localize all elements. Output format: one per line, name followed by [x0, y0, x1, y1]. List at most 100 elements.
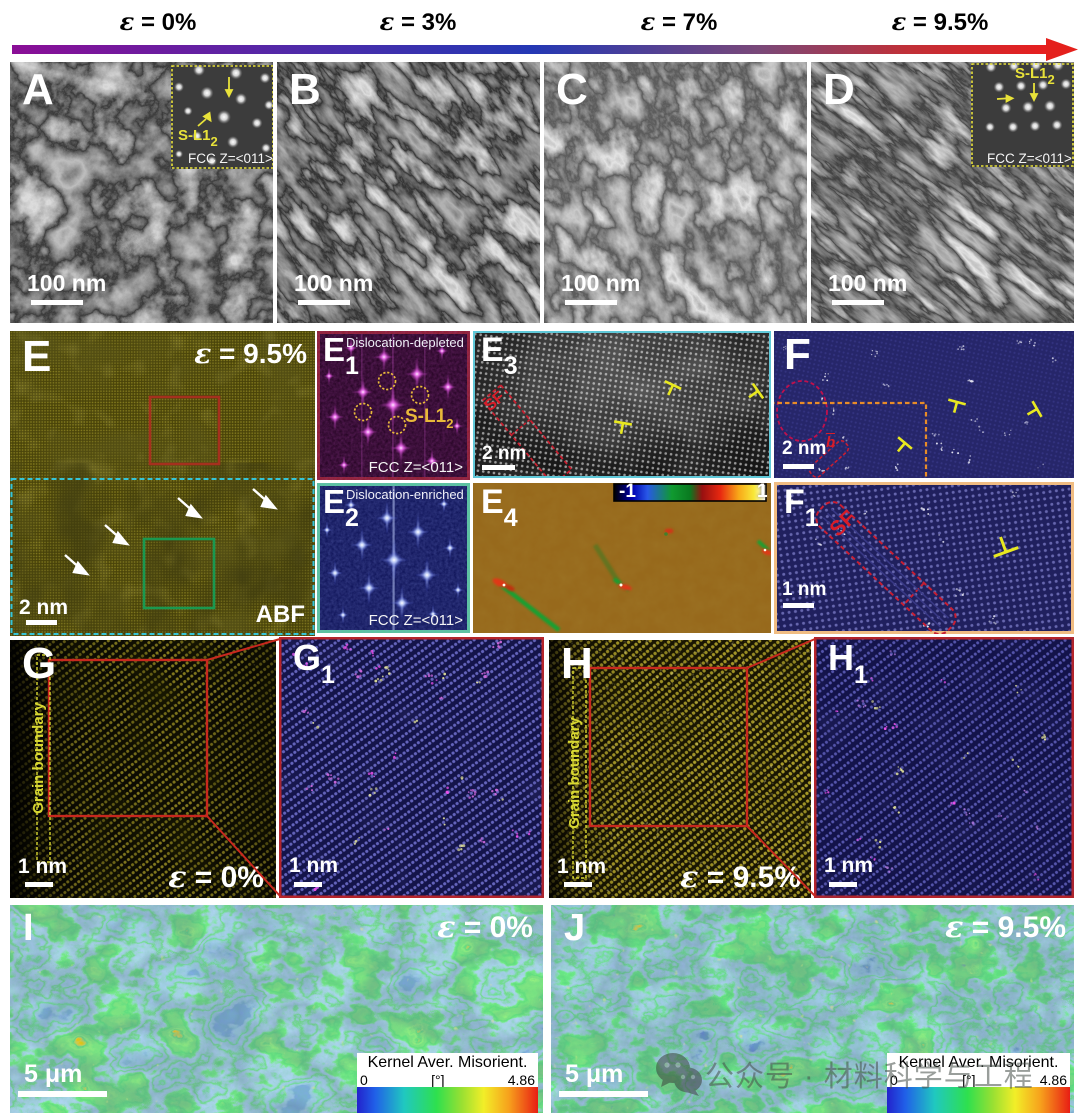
panel-h-letter: H: [561, 642, 593, 686]
watermark-text: 公众号 · 材料科学与工程: [705, 1061, 1034, 1093]
strain-label-0: ε = 0%: [120, 7, 197, 37]
panels-c-letter-text: C: [556, 65, 588, 114]
panel-g: Grain boundary G 1 nm ε = 0%: [10, 640, 276, 898]
panels-e1-zone-text: FCC Z=<011>: [368, 459, 463, 476]
panel-h-scalebar: [564, 882, 592, 887]
colorbar-max: 4.86: [1039, 1072, 1067, 1088]
panels-d-inset-phase-text: S-L1: [1015, 65, 1048, 82]
panel-e1-zone-label: FCC Z=<011>: [369, 459, 463, 476]
panel-c: C 100 nm: [544, 62, 807, 323]
strain-label-1: ε = 3%: [380, 7, 457, 37]
panel-g1-scalebar-label: 1 nm: [289, 855, 338, 876]
watermark-logo-icon: [656, 1053, 702, 1096]
panel-e1-letter: E1: [323, 333, 359, 379]
panel-f1-scalebar-label: 1 nm: [782, 580, 826, 599]
panels-i-strain-text: ε = 0%: [437, 910, 533, 945]
colorbar-title: Kernel Aver. Misorient.: [367, 1054, 528, 1071]
colorbar-unit: [°]: [431, 1072, 445, 1088]
panel-c-scalebar-label: 100 nm: [561, 272, 640, 295]
colorbar-gradient: [887, 1087, 1070, 1113]
panel-h: Grain boundary H 1 nm ε = 9.5%: [549, 640, 811, 898]
panel-f-scalebar-label: 2 nm: [782, 439, 826, 458]
abf-region-outline: [10, 478, 315, 635]
superlattice-circles: [353, 371, 430, 435]
header-strain-labels-0-text: ε = 0%: [119, 7, 197, 36]
roi-ellipse: [776, 380, 828, 442]
panels-c-scale-bar-text: 100 nm: [561, 270, 641, 296]
panels-e2-title-text: Dislocation-enriched: [346, 487, 464, 502]
panel-g-letter: G: [22, 642, 56, 686]
panels-e1-sub-text: 1: [345, 352, 359, 380]
panel-f-burgers-label: b: [826, 433, 836, 451]
panel-i: I ε = 0% 5 μm Kernel Aver. Misorient. 0 …: [10, 905, 543, 1113]
panels-j-strain-text: ε = 9.5%: [945, 910, 1066, 945]
panel-e2-letter: E2: [323, 485, 359, 531]
panel-b-letter: B: [289, 68, 321, 112]
panels-j-letter-text: J: [564, 907, 586, 949]
panel-g1-scalebar: [294, 882, 322, 887]
panel-e1: E1 Dislocation-depleted S-L12 FCC Z=<011…: [317, 331, 470, 480]
panel-e4-letter: E4: [481, 485, 518, 531]
panel-c-letter: C: [556, 68, 588, 112]
colorbar-unit: [°]: [962, 1072, 976, 1088]
panel-f-letter: F: [784, 333, 811, 377]
panels-a-inset-zone-text: FCC Z=<011>: [188, 151, 273, 166]
colorbar-min: 0: [890, 1072, 898, 1088]
grain-boundary-box: [36, 654, 51, 863]
panels-f1-letter-text: F: [784, 483, 805, 521]
header-strain-labels-2-text: ε = 7%: [640, 7, 718, 36]
dislocation-symbols: [613, 380, 765, 435]
inset-phase-label: S-L12: [178, 127, 218, 149]
panels-a-inset-phase-sub-text: 2: [210, 134, 218, 149]
panel-h1: H1 1 nm: [814, 637, 1074, 898]
panels-f-letter-text: F: [784, 331, 811, 379]
panel-h1-scalebar: [829, 882, 857, 887]
panel-d-letter: D: [823, 68, 855, 112]
panels-e4-colorbar-max-text: 1: [757, 483, 768, 502]
zoom-box-red: [588, 666, 749, 828]
panel-h-scalebar-label: 1 nm: [557, 856, 606, 877]
panel-g-scalebar: [25, 882, 53, 887]
panel-h1-letter: H1: [828, 640, 868, 688]
panels-e4-colorbar-min-text: -1: [619, 483, 636, 502]
panel-f-scalebar: [783, 464, 814, 469]
bright-clusters: [782, 338, 1057, 472]
watermark: 公众号 · 材料科学与工程: [653, 1051, 1034, 1097]
panel-c-scalebar: [565, 300, 617, 305]
panel-a-scalebar: [31, 300, 83, 305]
bright-clusters: [789, 491, 1017, 628]
colorbar-max: 4.86: [507, 1072, 535, 1088]
panel-i-scalebar: [18, 1091, 107, 1097]
panel-e1-phase-label: S-L12: [405, 406, 453, 431]
panels-h1-sub-text: 1: [854, 661, 868, 689]
panel-e: E ε = 9.5% 2 nm ABF: [10, 331, 315, 636]
panel-d-scalebar: [832, 300, 884, 305]
burgers-box: [808, 440, 850, 478]
panel-j-scalebar-label: 5 μm: [565, 1062, 623, 1087]
panels-g1-scale-bar-text: 1 nm: [289, 854, 339, 877]
inset-arrows: [197, 77, 234, 127]
panel-e-letter: E: [22, 335, 51, 379]
panels-e2-zone-text: FCC Z=<011>: [368, 612, 463, 629]
panel-d: S-L12 FCC Z=<011> D 100 nm: [811, 62, 1074, 323]
panel-e4: E4 -1 1: [473, 483, 771, 633]
roi-box-red: [148, 395, 221, 466]
roi-box-green: [142, 537, 216, 610]
panel-e3-scalebar-label: 2 nm: [482, 444, 526, 463]
colorbar-title: Kernel Aver. Misorient.: [898, 1054, 1059, 1071]
panels-b-letter-text: B: [289, 65, 321, 114]
panels-d-letter-text: D: [823, 65, 855, 114]
panels-e2-letter-text: E: [323, 483, 346, 520]
panels-b-scale-bar-text: 100 nm: [294, 270, 374, 296]
panels-g1-letter-text: G: [293, 637, 322, 678]
panel-e-scalebar-label: 2 nm: [19, 597, 68, 618]
panel-b: B 100 nm: [277, 62, 540, 323]
inset-arrows: [996, 83, 1039, 104]
panel-g-boundary-label: Grain boundary: [30, 702, 47, 814]
panel-a-scalebar-label: 100 nm: [27, 272, 106, 295]
panels-h-strain-text: ε = 9.5%: [680, 860, 801, 895]
panel-e-scalebar: [26, 620, 57, 625]
grain-boundary-box: [572, 667, 587, 879]
panel-d-scalebar-label: 100 nm: [828, 272, 907, 295]
inset-phase-label: S-L12: [1015, 65, 1055, 87]
